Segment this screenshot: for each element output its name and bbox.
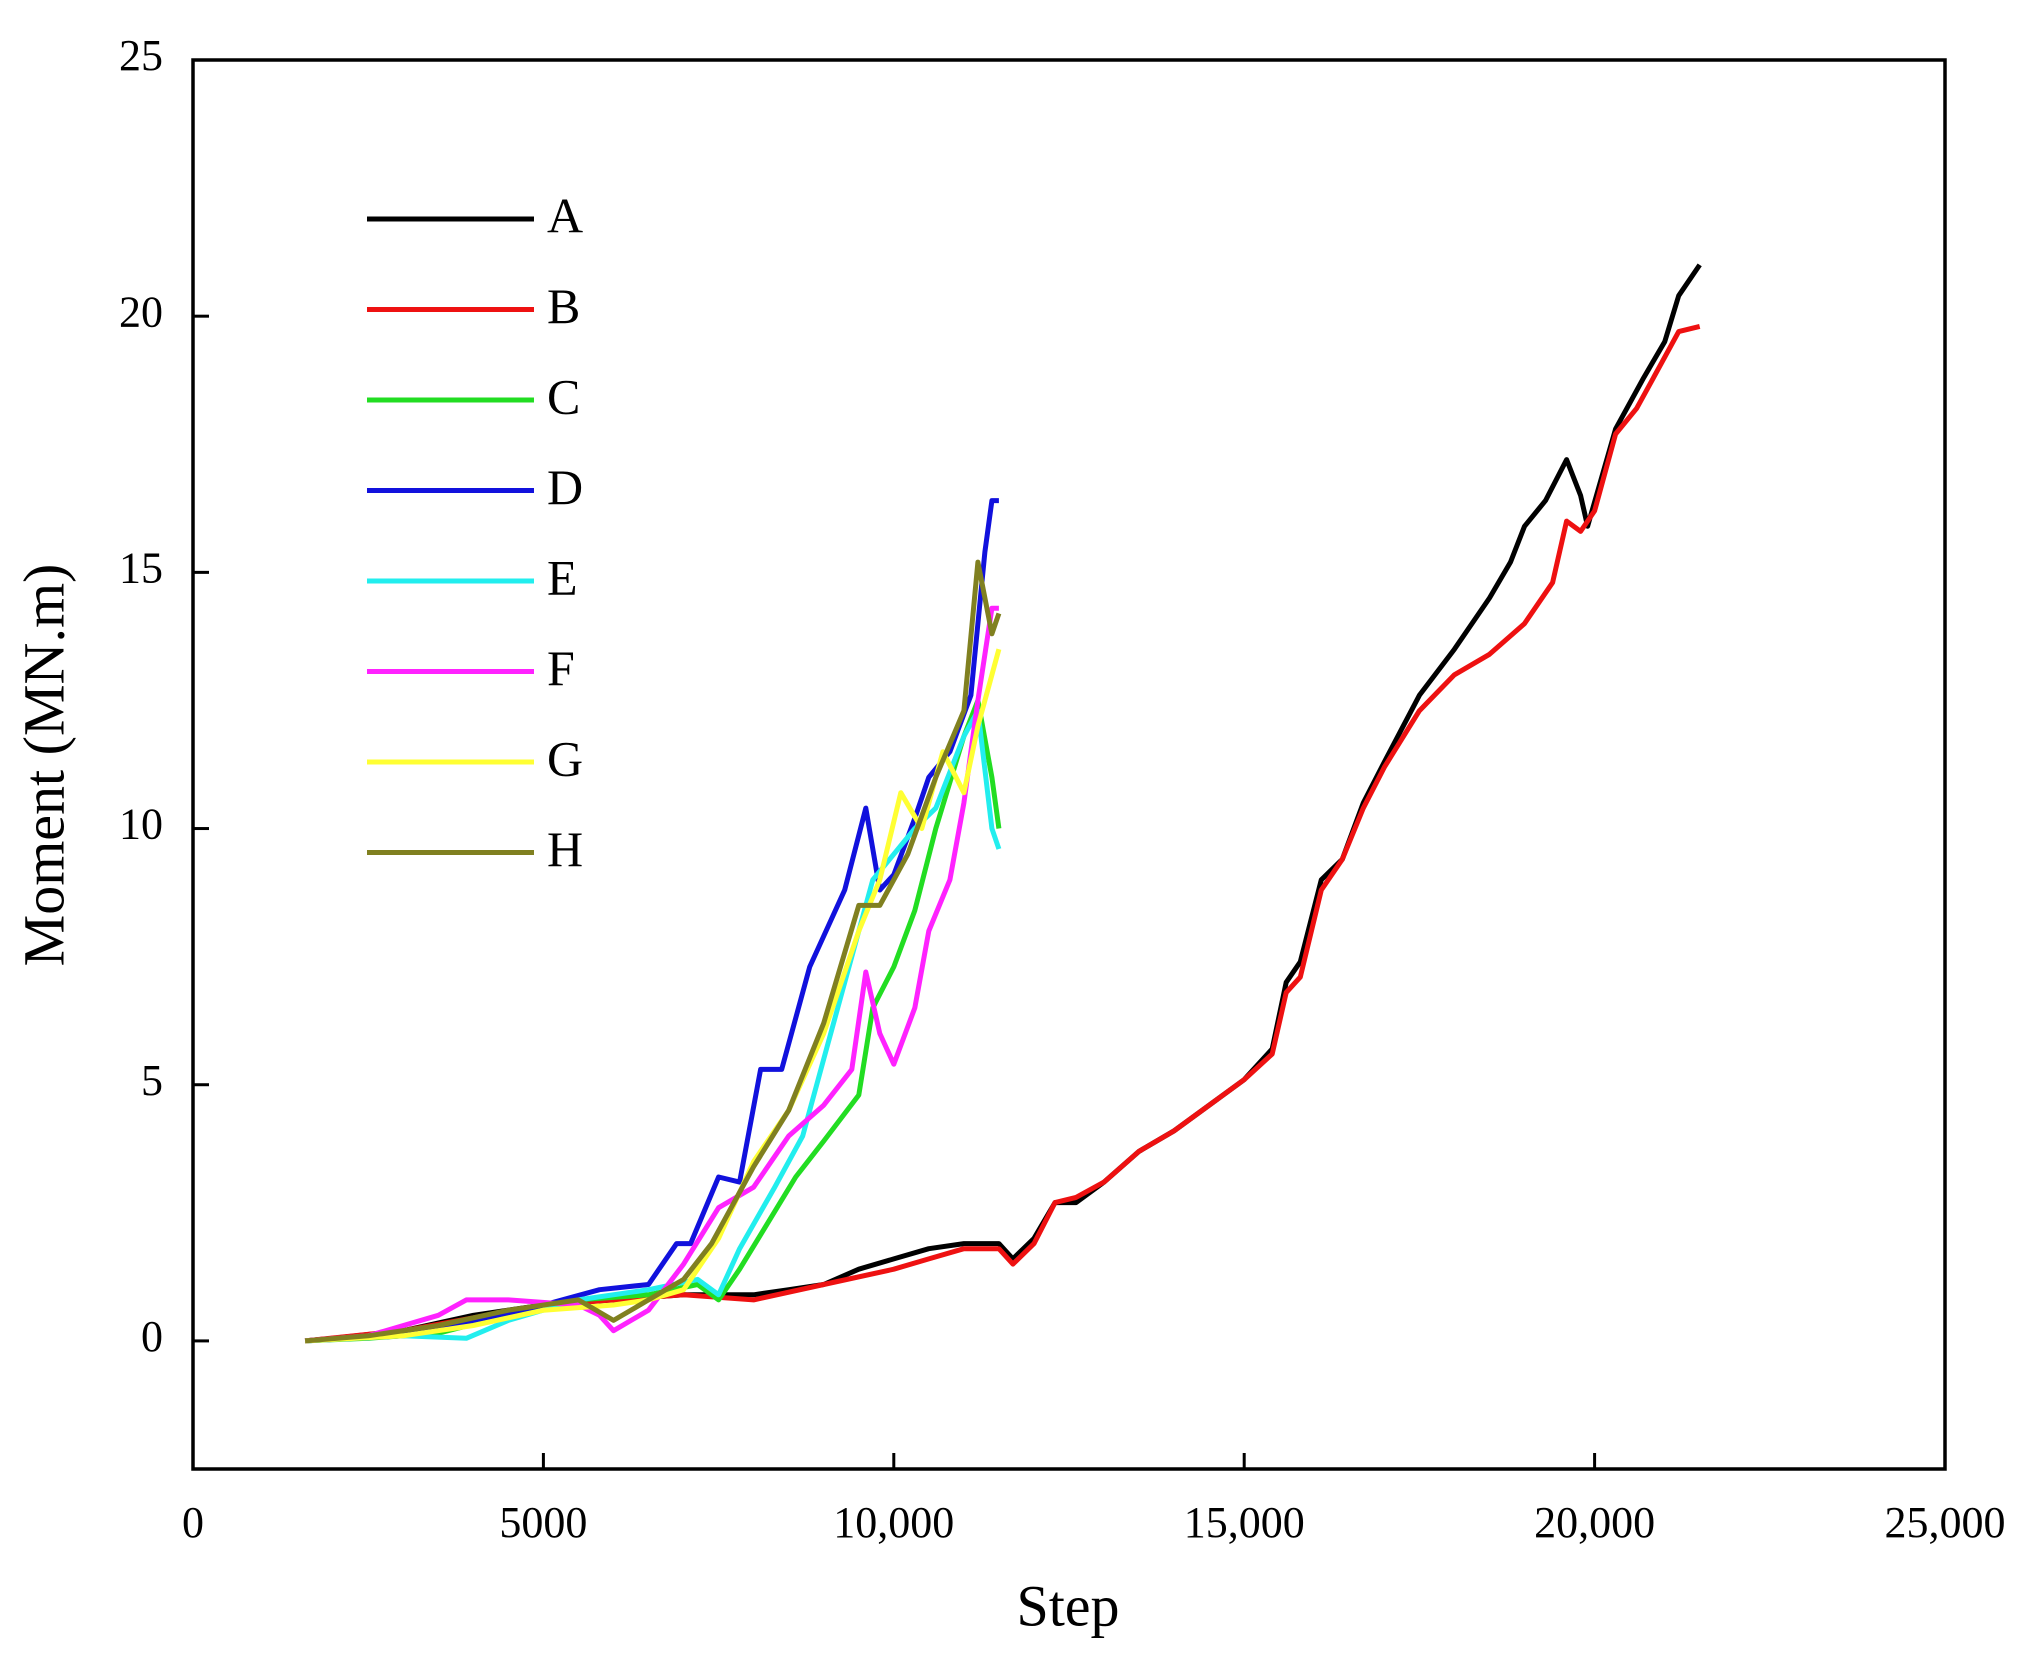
y-tick-label: 15 [119, 543, 163, 592]
legend-label: E [547, 549, 578, 605]
y-tick-label: 10 [119, 800, 163, 849]
series-line [304, 648, 1002, 1344]
y-tick-label: 20 [119, 287, 163, 336]
series-line [304, 708, 1002, 1344]
y-tick-label: 5 [141, 1056, 163, 1105]
y-axis-title: Moment (MN.m) [11, 564, 76, 967]
x-axis-title: Step [1016, 1573, 1119, 1638]
series-line [304, 559, 1002, 1344]
x-tick-label: 5000 [499, 1498, 587, 1547]
y-tick-label: 25 [119, 31, 163, 80]
legend-label: A [547, 187, 583, 243]
legend-label: G [547, 730, 583, 786]
x-tick-label: 0 [182, 1498, 204, 1547]
x-tick-label: 10,000 [833, 1498, 954, 1547]
series-line [304, 323, 1701, 1344]
legend-label: H [547, 821, 583, 877]
x-tick-label: 15,000 [1184, 1498, 1305, 1547]
x-tick-label: 25,000 [1885, 1498, 2006, 1547]
legend-label: B [547, 278, 580, 334]
legend-label: D [547, 459, 583, 515]
series-line [304, 605, 999, 1344]
legend-label: F [547, 640, 575, 696]
series-line [304, 263, 1702, 1344]
plot-frame [191, 58, 1947, 1471]
y-tick-label: 0 [141, 1312, 163, 1361]
legend-label: C [547, 368, 580, 424]
x-tick-label: 20,000 [1534, 1498, 1655, 1547]
series-line [304, 498, 999, 1344]
series-line [304, 698, 1002, 1344]
